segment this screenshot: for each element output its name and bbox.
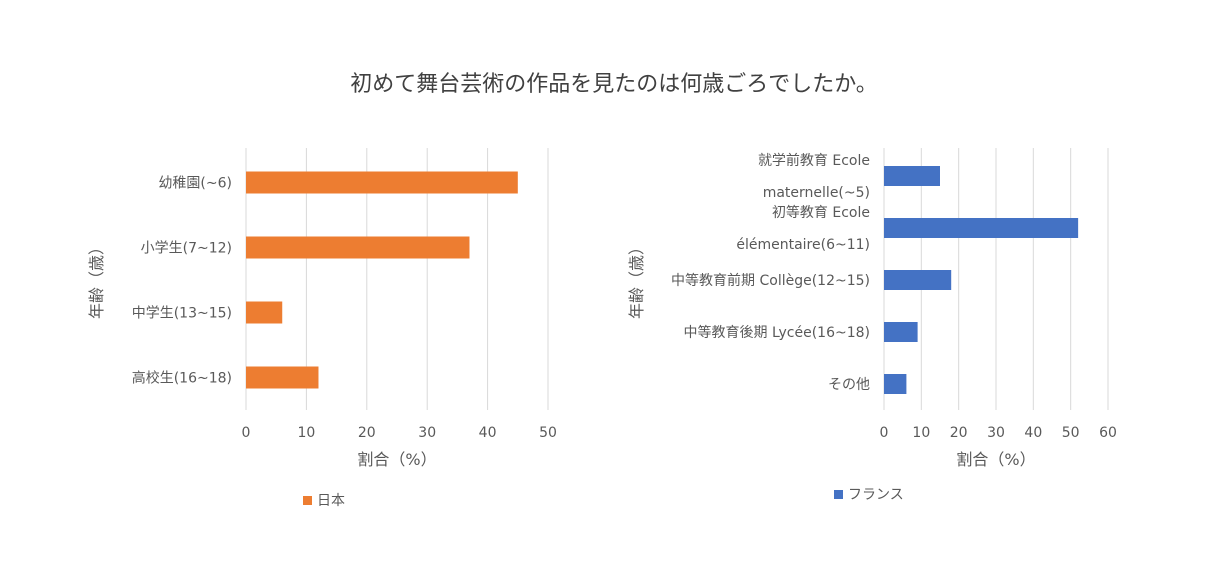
fr-y-axis-title: 年齢（歳）	[627, 239, 646, 319]
jp-x-tick-label: 30	[418, 425, 436, 441]
jp-x-axis-title: 割合（%）	[357, 450, 436, 469]
fr-x-tick-label: 0	[880, 425, 889, 441]
chart-title: 初めて舞台芸術の作品を見たのは何歳ごろでしたか。	[350, 72, 878, 97]
jp-category-label: 中学生(13~15)	[132, 306, 232, 322]
jp-x-tick-label: 10	[297, 425, 315, 441]
fr-x-axis-title: 割合（%）	[956, 450, 1035, 469]
fr-legend-swatch	[834, 490, 843, 499]
fr-legend-label: フランス	[848, 487, 904, 503]
jp-legend-swatch	[303, 496, 312, 505]
fr-bar	[884, 218, 1079, 238]
jp-x-tick-label: 50	[539, 425, 557, 441]
fr-x-tick-label: 40	[1024, 425, 1042, 441]
jp-y-axis-title: 年齢（歳）	[87, 239, 106, 319]
jp-bar	[246, 236, 470, 259]
fr-category-label: 初等教育 Ecole	[772, 204, 870, 221]
jp-bar	[246, 366, 319, 389]
fr-x-tick-label: 20	[950, 425, 968, 441]
fr-category-label: 中等教育前期 Collège(12~15)	[671, 272, 870, 289]
jp-category-label: 幼稚園(~6)	[158, 176, 232, 192]
jp-x-tick-label: 40	[479, 425, 497, 441]
fr-category-label: その他	[828, 377, 870, 393]
fr-bar	[884, 166, 940, 186]
jp-category-label: 小学生(7~12)	[141, 241, 232, 257]
fr-bar	[884, 270, 952, 290]
fr-bar	[884, 374, 907, 394]
jp-legend-label: 日本	[317, 493, 345, 509]
jp-x-tick-label: 0	[242, 425, 251, 441]
fr-x-tick-label: 60	[1099, 425, 1117, 441]
fr-category-label: 中等教育後期 Lycée(16~18)	[684, 324, 870, 341]
fr-x-tick-label: 50	[1062, 425, 1080, 441]
fr-category-label: maternelle(~5)	[763, 185, 870, 201]
fr-x-tick-label: 10	[912, 425, 930, 441]
jp-x-tick-label: 20	[358, 425, 376, 441]
fr-x-tick-label: 30	[987, 425, 1005, 441]
fr-category-label: élémentaire(6~11)	[736, 237, 870, 253]
jp-category-label: 高校生(16~18)	[132, 370, 232, 387]
jp-bar	[246, 171, 518, 194]
fr-bar	[884, 322, 918, 342]
fr-category-label: 就学前教育 Ecole	[758, 152, 870, 169]
jp-bar	[246, 301, 283, 324]
